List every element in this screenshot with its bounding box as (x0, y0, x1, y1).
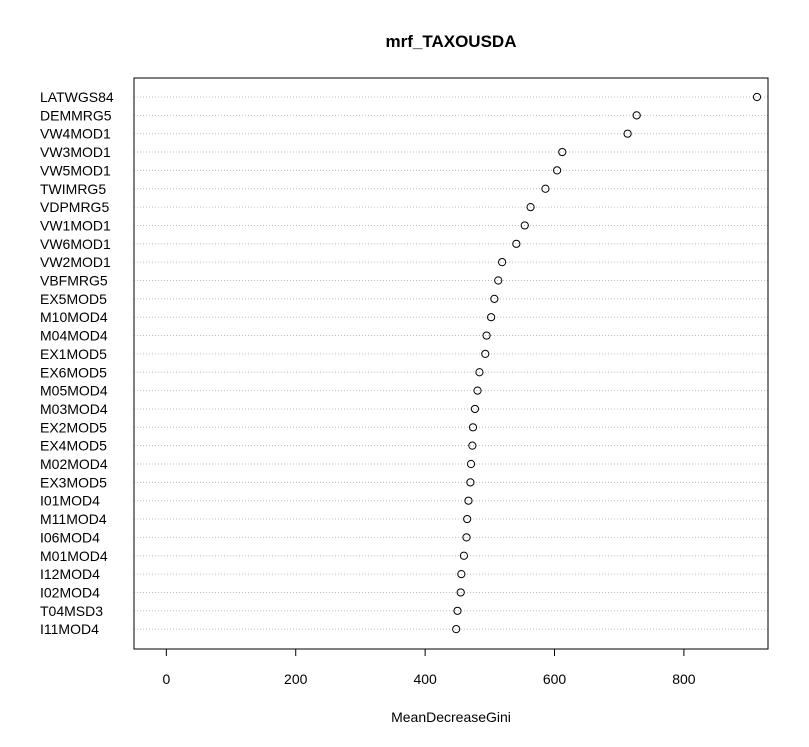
category-label: VDPMRG5 (40, 199, 109, 215)
category-label: M04MOD4 (40, 328, 108, 344)
category-label: EX3MOD5 (40, 474, 107, 490)
category-label: M03MOD4 (40, 401, 108, 417)
data-point (475, 368, 484, 377)
data-point (470, 404, 480, 414)
category-label: EX6MOD5 (40, 364, 107, 380)
data-point (457, 570, 466, 579)
data-point (498, 258, 507, 267)
data-point (520, 221, 529, 230)
category-label: I06MOD4 (40, 529, 100, 545)
data-point (482, 331, 491, 340)
category-label: M01MOD4 (40, 548, 108, 564)
category-label: I11MOD4 (40, 621, 99, 637)
chart-title: mrf_TAXOUSDA (386, 32, 517, 51)
category-label: VW6MOD1 (40, 236, 111, 252)
category-label: LATWGS84 (40, 89, 114, 105)
category-label: M10MOD4 (40, 309, 108, 325)
data-point (463, 514, 472, 524)
x-tick-label: 200 (284, 671, 308, 687)
category-label: I02MOD4 (40, 584, 100, 600)
category-label: VBFMRG5 (40, 273, 108, 289)
x-tick-label: 0 (162, 671, 170, 687)
category-label: VW3MOD1 (40, 144, 111, 160)
data-point (487, 313, 496, 322)
data-point (466, 459, 476, 469)
data-point (481, 349, 490, 358)
data-point (473, 386, 482, 395)
data-points (452, 92, 762, 634)
data-point (453, 606, 462, 615)
category-label: I01MOD4 (40, 493, 100, 509)
category-label: TWIMRG5 (40, 181, 106, 197)
category-label: M02MOD4 (40, 456, 108, 472)
category-labels: LATWGS84 DEMMRG5 VW4MOD1 VW3MOD1 VW5MOD1 TWIM… (40, 89, 114, 637)
data-point (468, 423, 478, 432)
data-point (526, 203, 535, 212)
data-point (541, 184, 550, 193)
category-label: EX2MOD5 (40, 419, 107, 435)
data-point (466, 478, 475, 487)
x-tick-label: 600 (543, 671, 567, 687)
data-point (459, 551, 469, 560)
data-point (623, 129, 632, 138)
data-point (456, 588, 465, 597)
data-point (632, 111, 641, 120)
plot-frame (133, 77, 769, 650)
data-point (494, 276, 503, 285)
x-axis-label: MeanDecreaseGini (391, 709, 511, 725)
category-label: I12MOD4 (40, 566, 100, 582)
category-label: EX5MOD5 (40, 291, 107, 307)
x-tick-label: 400 (413, 671, 437, 687)
category-label: M11MOD4 (40, 511, 107, 527)
category-label: M05MOD4 (40, 383, 108, 399)
category-label: VW2MOD1 (40, 254, 111, 270)
category-label: T04MSD3 (40, 603, 103, 619)
data-point (462, 533, 471, 542)
data-point (490, 294, 499, 303)
data-point (452, 625, 461, 634)
data-point (512, 239, 521, 248)
category-label: VW4MOD1 (40, 126, 111, 142)
category-label: DEMMRG5 (40, 107, 112, 123)
category-label: EX1MOD5 (40, 346, 107, 362)
data-point (468, 441, 477, 450)
x-tick-label: 800 (672, 671, 696, 687)
data-point (464, 496, 473, 505)
x-axis: 0 200 400 600 800 (162, 648, 696, 687)
gridlines (134, 96, 768, 630)
category-label: VW1MOD1 (40, 217, 111, 233)
data-point (752, 92, 762, 102)
data-point (552, 166, 562, 175)
category-label: EX4MOD5 (40, 438, 107, 454)
data-point (558, 147, 567, 157)
category-label: VW5MOD1 (40, 162, 111, 178)
